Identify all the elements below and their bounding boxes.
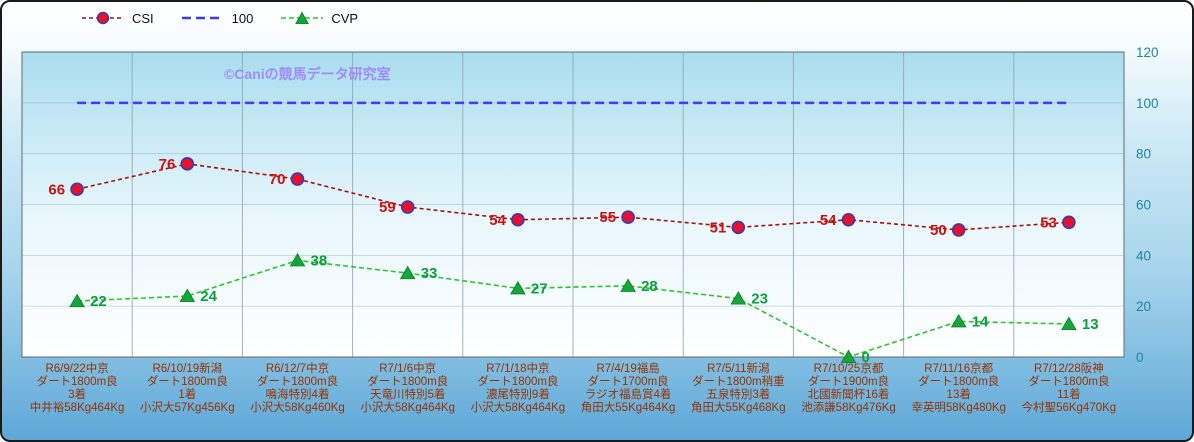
- data-point-triangle-icon: [1061, 316, 1077, 330]
- data-point-triangle-icon: [950, 313, 967, 328]
- data-point-circle-icon: [951, 223, 966, 237]
- y-tick-label: 40: [1136, 248, 1151, 263]
- data-label: 22: [90, 293, 107, 310]
- data-label: 0: [862, 349, 870, 366]
- data-label: 23: [751, 291, 768, 308]
- cvp-line-marker-icon: [279, 10, 325, 26]
- y-tick-label: 60: [1136, 198, 1151, 213]
- y-tick-label: 120: [1136, 45, 1159, 60]
- x-tick-label: R7/4/19福島ダート1700m良ラジオ福島賞4着角田大55Kg464Kg: [581, 361, 676, 414]
- data-label: 55: [599, 209, 616, 226]
- data-point-circle-icon: [621, 210, 635, 225]
- plot-border: [21, 51, 1125, 358]
- y-tick-label: 20: [1136, 299, 1151, 314]
- data-point-circle-icon: [180, 157, 195, 171]
- x-tick-label: R7/10/25京都ダート1900m良北國新聞杯16着池添謙58Kg476Kg: [801, 361, 896, 414]
- data-point-triangle-icon: [730, 291, 747, 305]
- data-point-circle-icon: [290, 172, 305, 186]
- data-point-triangle-icon: [840, 349, 857, 363]
- series-csi: 66 76 70 59 54 55 51 54 50 53: [48, 156, 1076, 239]
- data-point-triangle-icon: [620, 278, 636, 292]
- data-label: 66: [48, 181, 65, 198]
- data-label: 33: [421, 265, 438, 282]
- data-label: 51: [710, 219, 727, 236]
- data-point-triangle-icon: [510, 280, 526, 295]
- legend-label-cvp: CVP: [331, 10, 359, 26]
- data-label: 54: [489, 212, 506, 229]
- data-point-triangle-icon: [289, 252, 306, 267]
- data-point-circle-icon: [731, 220, 746, 235]
- data-point-circle-icon: [70, 182, 84, 197]
- x-tick-label: R7/1/6中京ダート1800m良天竜川特別5着小沢大58Kg464Kg: [360, 361, 455, 414]
- legend-item-100: 100: [180, 10, 254, 26]
- data-label: 76: [159, 156, 176, 173]
- data-label: 28: [641, 278, 658, 295]
- data-point-circle-icon: [1062, 215, 1076, 230]
- gridlines: [22, 52, 1124, 357]
- data-point-circle-icon: [400, 200, 415, 214]
- y-tick-label: 80: [1136, 147, 1151, 162]
- x-tick-label: R7/12/28阪神ダート1800m良 11着今村聖56Kg470Kg: [1022, 361, 1117, 414]
- data-label: 70: [269, 171, 286, 188]
- data-point-triangle-icon: [179, 288, 196, 302]
- y-tick-label: 100: [1136, 96, 1159, 111]
- x-tick-label: R6/10/19新潟ダート1800m良 1着小沢大57Kg456Kg: [140, 361, 235, 414]
- data-label: 59: [379, 199, 396, 216]
- y-axis-labels: 0 20 40 60 80 100 120: [1136, 45, 1159, 365]
- x-axis-labels: R6/9/22中京ダート1800m良 3着中井裕58Kg464Kg R6/10/19…: [30, 361, 1116, 414]
- data-label: 14: [972, 313, 989, 330]
- x-tick-label: R6/9/22中京ダート1800m良 3着中井裕58Kg464Kg: [30, 361, 125, 414]
- y-tick-label: 0: [1136, 350, 1144, 365]
- data-label: 50: [930, 222, 947, 239]
- legend-item-cvp: CVP: [279, 10, 358, 26]
- data-point-circle-icon: [841, 212, 856, 227]
- x-tick-label: R7/11/16京都ダート1800m良 13着幸英明58Kg480Kg: [911, 361, 1006, 414]
- watermark: ©Caniの競馬データ研究室: [224, 66, 391, 82]
- x-tick-label: R7/5/11新潟ダート1800m稍重五泉特別3着角田大55Kg468Kg: [691, 361, 786, 414]
- data-label: 27: [531, 280, 548, 297]
- legend-label-csi: CSI: [132, 10, 154, 26]
- chart-legend: CSI 100 CVP: [80, 7, 358, 29]
- legend-label-100: 100: [231, 10, 254, 26]
- x-tick-label: R7/1/18中京ダート1800m良濃尾特別9着小沢大58Kg464Kg: [471, 361, 566, 414]
- data-label: 38: [311, 252, 328, 269]
- series-cvp: 22 24 38 33 27 28 23 0 14 13: [69, 252, 1099, 366]
- data-label: 54: [820, 212, 837, 229]
- legend-item-csi: CSI: [80, 10, 154, 26]
- data-label: 53: [1040, 214, 1057, 231]
- x-tick-label: R6/12/7中京ダート1800m良鳴海特別4着小沢大58Kg460Kg: [250, 361, 345, 414]
- data-label: 24: [200, 288, 217, 305]
- reference-line-icon: [180, 10, 226, 26]
- data-point-circle-icon: [511, 212, 525, 227]
- data-label: 13: [1082, 316, 1099, 333]
- data-point-triangle-icon: [69, 293, 85, 308]
- csi-line-marker-icon: [80, 10, 126, 26]
- data-point-triangle-icon: [399, 265, 416, 280]
